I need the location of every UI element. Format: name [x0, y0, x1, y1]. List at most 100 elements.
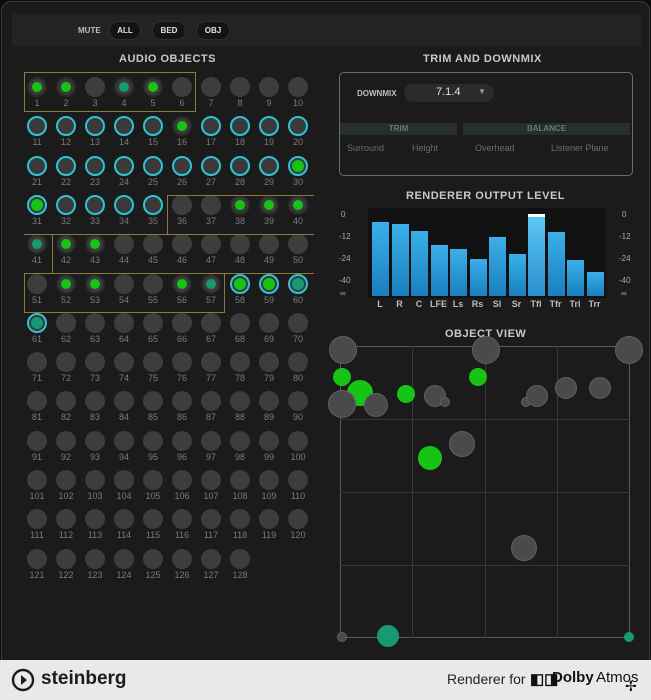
audio-object-13[interactable]	[85, 116, 105, 137]
audio-object-18[interactable]	[230, 116, 250, 137]
audio-object-88[interactable]	[230, 391, 250, 412]
audio-object-122[interactable]	[56, 548, 76, 569]
audio-object-59[interactable]	[259, 273, 279, 294]
mute-bed-button[interactable]: BED	[152, 21, 186, 40]
audio-object-99[interactable]	[259, 430, 279, 451]
audio-object-22[interactable]	[56, 155, 76, 176]
downmix-select[interactable]: 7.1.4 ▼	[404, 84, 494, 102]
audio-object-93[interactable]	[85, 430, 105, 451]
audio-object-75[interactable]	[143, 352, 163, 373]
audio-object-15[interactable]	[143, 116, 163, 137]
audio-object-39[interactable]	[259, 194, 279, 215]
balance-overhead-slider[interactable]: Overhead	[475, 143, 515, 153]
object-view-dot[interactable]	[589, 377, 611, 399]
audio-object-106[interactable]	[172, 470, 192, 490]
object-view-dot[interactable]	[472, 336, 500, 364]
audio-object-124[interactable]	[114, 548, 134, 569]
audio-object-50[interactable]	[288, 234, 308, 255]
audio-object-83[interactable]	[85, 391, 105, 412]
audio-object-105[interactable]	[143, 470, 163, 490]
audio-object-120[interactable]	[288, 509, 308, 530]
object-view-dot[interactable]	[526, 385, 548, 407]
audio-object-126[interactable]	[172, 548, 192, 569]
object-view-dot[interactable]	[418, 446, 442, 470]
audio-object-19[interactable]	[259, 116, 279, 137]
audio-object-11[interactable]	[27, 116, 47, 137]
audio-object-115[interactable]	[143, 509, 163, 530]
audio-object-100[interactable]	[288, 430, 308, 451]
audio-object-95[interactable]	[143, 430, 163, 451]
audio-object-46[interactable]	[172, 234, 192, 255]
balance-listener-plane-slider[interactable]: Listener Plane	[551, 143, 609, 153]
audio-object-63[interactable]	[85, 312, 105, 333]
audio-object-92[interactable]	[56, 430, 76, 451]
audio-object-113[interactable]	[85, 509, 105, 530]
audio-object-98[interactable]	[230, 430, 250, 451]
audio-object-82[interactable]	[56, 391, 76, 412]
audio-object-80[interactable]	[288, 352, 308, 373]
audio-object-23[interactable]	[85, 155, 105, 176]
audio-object-101[interactable]	[27, 470, 47, 490]
audio-object-61[interactable]	[27, 312, 47, 333]
trim-surround-knob[interactable]: Surround	[347, 143, 385, 153]
resize-cursor-icon[interactable]: ✢	[625, 678, 637, 694]
audio-object-121[interactable]	[27, 548, 47, 569]
audio-object-81[interactable]	[27, 391, 47, 412]
audio-object-94[interactable]	[114, 430, 134, 451]
audio-object-112[interactable]	[56, 509, 76, 530]
audio-object-79[interactable]	[259, 352, 279, 373]
audio-object-3[interactable]	[85, 77, 105, 97]
audio-object-2[interactable]	[56, 77, 76, 97]
audio-object-27[interactable]	[201, 155, 221, 176]
audio-object-4[interactable]	[114, 77, 134, 97]
audio-object-30[interactable]	[288, 155, 308, 176]
audio-object-114[interactable]	[114, 509, 134, 530]
object-view-dot[interactable]	[469, 368, 487, 386]
audio-object-87[interactable]	[201, 391, 221, 412]
audio-object-35[interactable]	[143, 194, 163, 215]
audio-object-52[interactable]	[56, 273, 76, 294]
audio-object-47[interactable]	[201, 234, 221, 255]
audio-object-72[interactable]	[56, 352, 76, 373]
audio-object-21[interactable]	[27, 155, 47, 176]
audio-object-70[interactable]	[288, 312, 308, 333]
audio-object-45[interactable]	[143, 234, 163, 255]
audio-object-65[interactable]	[143, 312, 163, 333]
audio-object-66[interactable]	[172, 312, 192, 333]
audio-object-109[interactable]	[259, 470, 279, 490]
object-view-dot[interactable]	[377, 625, 399, 647]
audio-object-71[interactable]	[27, 352, 47, 373]
audio-object-29[interactable]	[259, 155, 279, 176]
audio-object-76[interactable]	[172, 352, 192, 373]
audio-object-41[interactable]	[27, 234, 47, 255]
audio-object-6[interactable]	[172, 77, 192, 97]
audio-object-7[interactable]	[201, 77, 221, 97]
audio-object-123[interactable]	[85, 548, 105, 569]
audio-object-118[interactable]	[230, 509, 250, 530]
object-view-dot[interactable]	[624, 632, 634, 642]
audio-object-36[interactable]	[172, 194, 192, 215]
audio-object-127[interactable]	[201, 548, 221, 569]
audio-object-111[interactable]	[27, 509, 47, 530]
audio-object-102[interactable]	[56, 470, 76, 490]
audio-object-33[interactable]	[85, 194, 105, 215]
audio-object-48[interactable]	[230, 234, 250, 255]
audio-object-64[interactable]	[114, 312, 134, 333]
audio-object-85[interactable]	[143, 391, 163, 412]
audio-object-116[interactable]	[172, 509, 192, 530]
audio-object-38[interactable]	[230, 194, 250, 215]
audio-object-42[interactable]	[56, 234, 76, 255]
audio-object-49[interactable]	[259, 234, 279, 255]
audio-object-34[interactable]	[114, 194, 134, 215]
audio-object-73[interactable]	[85, 352, 105, 373]
audio-object-67[interactable]	[201, 312, 221, 333]
audio-object-104[interactable]	[114, 470, 134, 490]
audio-object-57[interactable]	[201, 273, 221, 294]
audio-object-5[interactable]	[143, 77, 163, 97]
audio-object-1[interactable]	[27, 77, 47, 97]
object-view-dot[interactable]	[449, 431, 475, 457]
object-view-dot[interactable]	[328, 390, 356, 418]
audio-object-96[interactable]	[172, 430, 192, 451]
audio-object-119[interactable]	[259, 509, 279, 530]
audio-object-54[interactable]	[114, 273, 134, 294]
